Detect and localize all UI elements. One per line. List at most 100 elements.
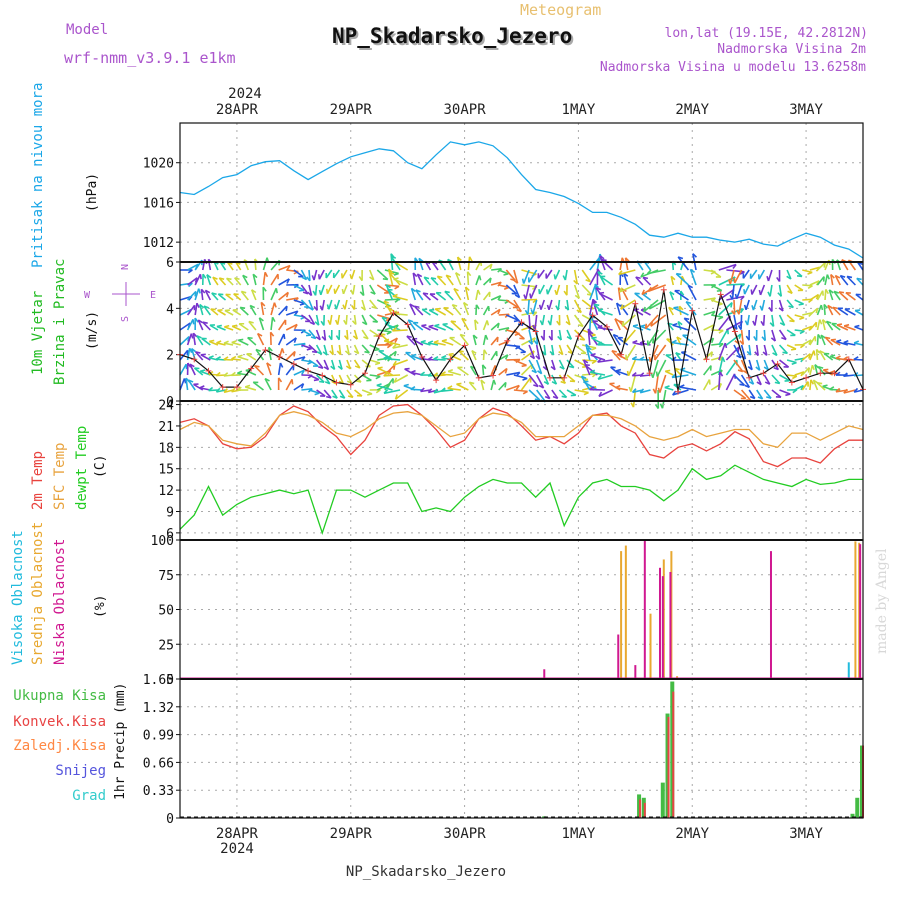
bottom-day-labels: 28APR 29APR 30APR 1MAY 2MAY 3MAY — [216, 826, 824, 842]
y-tick-label: 6 — [166, 527, 174, 542]
wind-arrow — [315, 314, 320, 326]
wind-arrow — [211, 292, 219, 301]
wind-arrow — [558, 344, 564, 355]
wind-arrow — [262, 257, 268, 271]
wind-arrow-head — [770, 337, 776, 342]
wind-arrow-head — [208, 355, 214, 359]
model-altitude-text: Nadmorska Visina u modelu 13.6258m — [600, 60, 866, 75]
wind-arrow — [853, 342, 864, 346]
wind-arrow — [740, 344, 747, 360]
wind-arrow — [558, 374, 567, 384]
wind-arrow — [394, 261, 409, 271]
wind-arrow — [203, 305, 212, 316]
wind-arrow — [726, 283, 745, 286]
wind-arrow-head — [671, 339, 677, 344]
wind-arrow-head — [230, 371, 236, 376]
wind-arrow-head — [755, 366, 761, 371]
wind-arrow — [612, 334, 621, 346]
wind-arrow — [217, 293, 227, 301]
wind-arrow — [718, 342, 727, 361]
wind-arrow-head — [189, 363, 195, 368]
wind-arrow — [846, 275, 856, 286]
wind-arrow-head — [192, 319, 195, 325]
wind-arrow — [836, 340, 849, 346]
wind-arrow-head — [854, 324, 860, 328]
wind-arrow — [589, 299, 594, 316]
wind-arrow-head — [504, 368, 508, 374]
wind-arrow-head — [311, 350, 318, 354]
wind-arrow — [234, 277, 242, 286]
wind-arrow-head — [550, 366, 556, 371]
wind-arrow-head — [305, 334, 312, 337]
wind-arrow-head — [262, 286, 267, 292]
wind-arrow-head — [382, 278, 388, 281]
y-tick-label: 0.33 — [143, 784, 174, 799]
y-tick-label: 1012 — [143, 236, 174, 251]
wind-arrow — [240, 290, 249, 301]
wind-arrow-head — [236, 386, 242, 391]
wind-arrow — [194, 303, 198, 316]
wind-arrow-head — [692, 253, 698, 258]
wind-arrow-head — [819, 319, 823, 325]
wind-arrow — [246, 353, 257, 361]
wind-arrow-head — [281, 348, 285, 354]
wind-arrow — [778, 314, 786, 326]
wind-arrow-head — [328, 335, 333, 341]
wind-arrow — [392, 295, 408, 301]
wind-arrow-head — [563, 290, 568, 296]
wind-arrow — [286, 297, 299, 301]
wind-arrow — [521, 311, 537, 316]
wind-arrow-head — [190, 333, 194, 339]
wind-arrow-head — [668, 306, 674, 311]
wind-arrow-head — [423, 276, 430, 280]
wind-arrow — [459, 334, 470, 346]
wind-arrow-head — [642, 306, 646, 312]
wind-arrow-head — [743, 304, 747, 310]
wind-arrow-head — [664, 385, 670, 389]
wind-arrow-head — [650, 372, 654, 379]
wind-arrow — [620, 299, 636, 310]
wind-arrow-head — [822, 384, 828, 388]
wind-arrow-head — [286, 265, 291, 271]
wind-arrow-head — [277, 377, 283, 383]
wind-arrow — [740, 359, 749, 374]
wind-arrow-head — [565, 321, 571, 326]
wind-arrow-head — [597, 271, 603, 275]
wind-arrow-head — [440, 387, 446, 392]
wind-arrow-head — [318, 289, 322, 296]
wind-arrow-head — [393, 272, 399, 276]
lonlat-text: lon,lat (19.15E, 42.2812N) — [665, 26, 869, 41]
wind-arrow — [238, 323, 249, 331]
wind-arrow — [447, 387, 461, 391]
wind-arrow-head — [440, 371, 446, 376]
wind-arrow-head — [800, 385, 805, 391]
wind-arrow — [187, 263, 199, 271]
wind-arrow — [528, 269, 538, 283]
wind-arrow — [666, 338, 674, 346]
wind-arrow-head — [680, 367, 686, 371]
bottom-day-label: 28APR — [216, 826, 259, 842]
wind-arrow — [377, 329, 392, 333]
wind-arrow — [270, 273, 279, 286]
wind-arrow-head — [737, 346, 740, 353]
wind-arrow-head — [555, 305, 559, 311]
wind-arrow-head — [659, 403, 664, 409]
wind-arrow — [498, 381, 507, 391]
wind-arrow — [761, 299, 766, 311]
wind-arrow — [853, 374, 864, 377]
wind-arrow-head — [538, 304, 542, 310]
wind-arrow — [187, 290, 197, 301]
wind-arrow-head — [411, 287, 416, 293]
precip-bar — [850, 813, 855, 818]
wind-arrow-head — [517, 323, 524, 327]
wind-arrow-head — [808, 353, 812, 359]
wind-arrow — [513, 329, 525, 340]
wind-arrow-head — [433, 355, 439, 360]
wind-arrow — [682, 334, 697, 346]
wind-arrow — [677, 256, 690, 271]
cloud-bar — [643, 540, 646, 679]
wind-arrow — [445, 274, 454, 286]
y-tick-label: 9 — [166, 505, 174, 520]
wind-arrow-head — [344, 350, 350, 355]
